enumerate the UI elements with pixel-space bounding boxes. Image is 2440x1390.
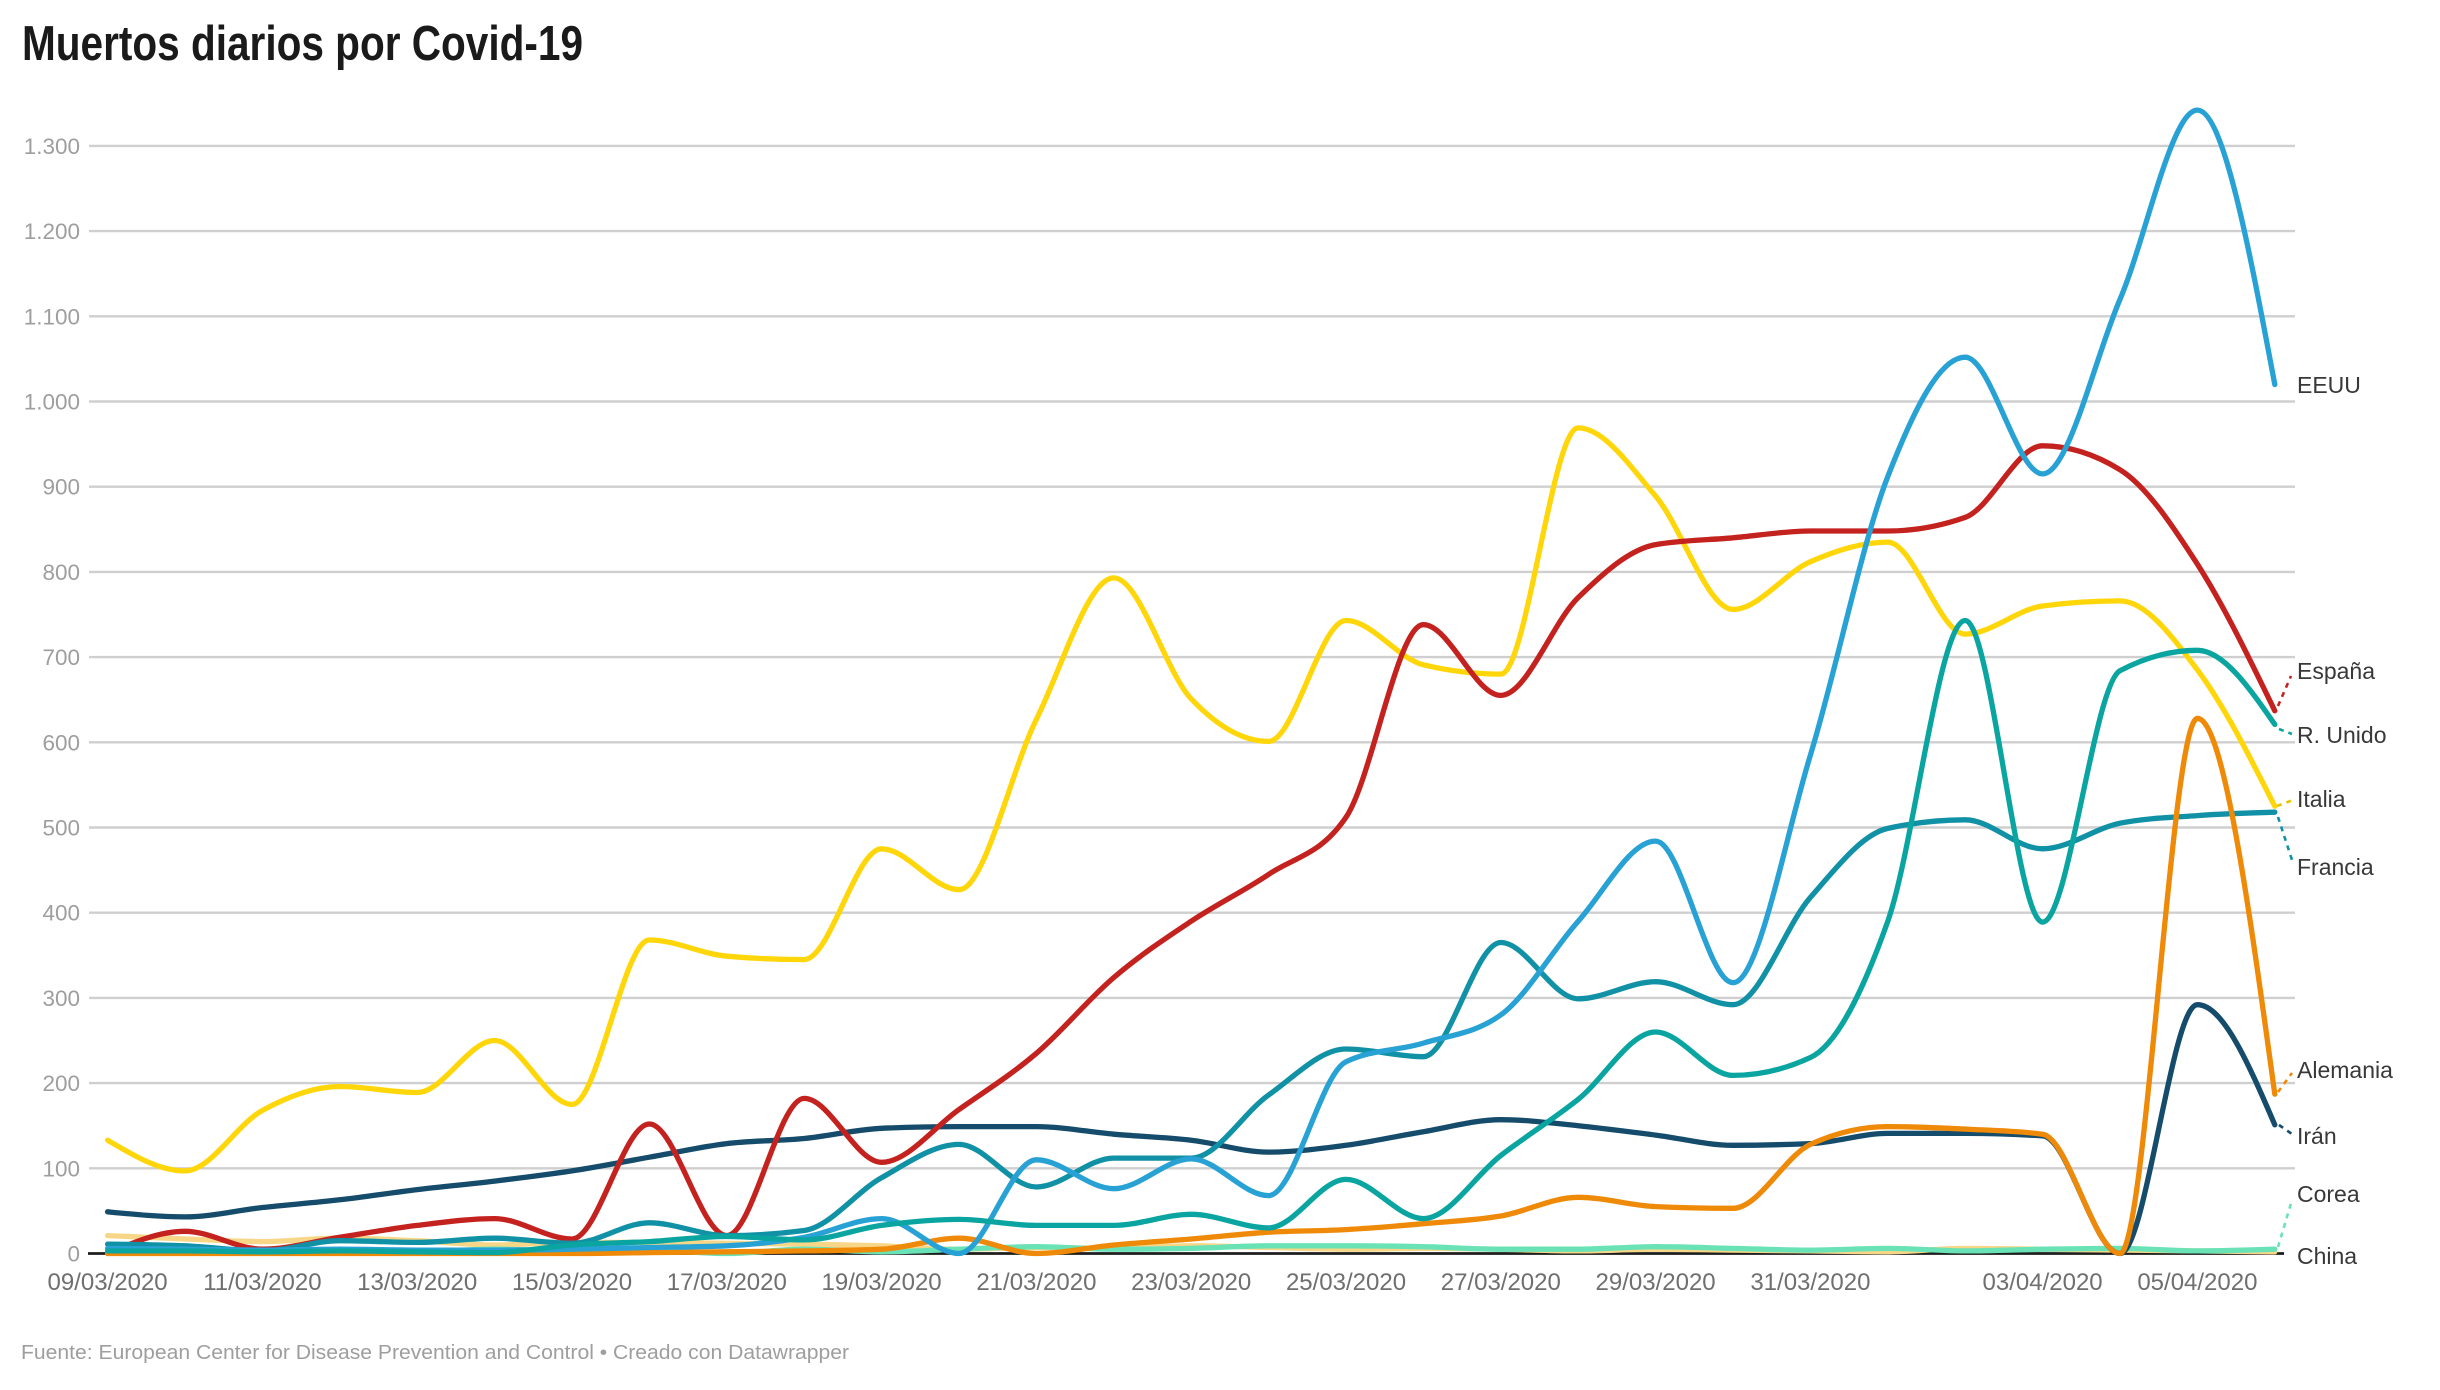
svg-text:11/03/2020: 11/03/2020 [203, 1269, 321, 1296]
svg-text:900: 900 [42, 475, 80, 500]
svg-text:400: 400 [42, 901, 80, 926]
svg-text:España: España [2297, 658, 2375, 684]
svg-text:23/03/2020: 23/03/2020 [1131, 1269, 1251, 1296]
svg-text:1.200: 1.200 [24, 219, 80, 244]
svg-text:600: 600 [42, 730, 80, 755]
svg-text:800: 800 [42, 560, 80, 585]
svg-text:1.300: 1.300 [24, 134, 80, 159]
svg-text:21/03/2020: 21/03/2020 [976, 1269, 1096, 1296]
svg-text:Francia: Francia [2297, 854, 2374, 880]
svg-text:05/04/2020: 05/04/2020 [2137, 1269, 2257, 1296]
svg-text:0: 0 [67, 1242, 80, 1267]
svg-text:700: 700 [42, 645, 80, 670]
svg-text:Alemania: Alemania [2297, 1057, 2393, 1083]
svg-text:13/03/2020: 13/03/2020 [357, 1269, 477, 1296]
svg-text:19/03/2020: 19/03/2020 [822, 1269, 942, 1296]
svg-text:25/03/2020: 25/03/2020 [1286, 1269, 1406, 1296]
svg-text:1.100: 1.100 [24, 304, 80, 329]
svg-text:15/03/2020: 15/03/2020 [512, 1269, 632, 1296]
svg-text:09/03/2020: 09/03/2020 [48, 1269, 168, 1296]
svg-text:17/03/2020: 17/03/2020 [667, 1269, 787, 1296]
svg-text:100: 100 [42, 1156, 80, 1181]
svg-text:500: 500 [42, 816, 80, 841]
svg-text:China: China [2297, 1243, 2357, 1269]
svg-text:Italia: Italia [2297, 786, 2346, 812]
svg-text:R. Unido: R. Unido [2297, 722, 2386, 748]
svg-text:Corea: Corea [2297, 1181, 2360, 1207]
svg-text:29/03/2020: 29/03/2020 [1596, 1269, 1716, 1296]
svg-text:27/03/2020: 27/03/2020 [1441, 1269, 1561, 1296]
svg-text:1.000: 1.000 [24, 390, 80, 415]
svg-text:EEUU: EEUU [2297, 372, 2361, 398]
svg-text:Fuente: European Center for Di: Fuente: European Center for Disease Prev… [21, 1342, 849, 1364]
svg-text:Irán: Irán [2297, 1123, 2337, 1149]
svg-text:31/03/2020: 31/03/2020 [1750, 1269, 1870, 1296]
svg-text:03/04/2020: 03/04/2020 [1983, 1269, 2103, 1296]
svg-text:300: 300 [42, 986, 80, 1011]
svg-text:Muertos diarios por Covid-19: Muertos diarios por Covid-19 [22, 17, 583, 71]
svg-text:200: 200 [42, 1071, 80, 1096]
